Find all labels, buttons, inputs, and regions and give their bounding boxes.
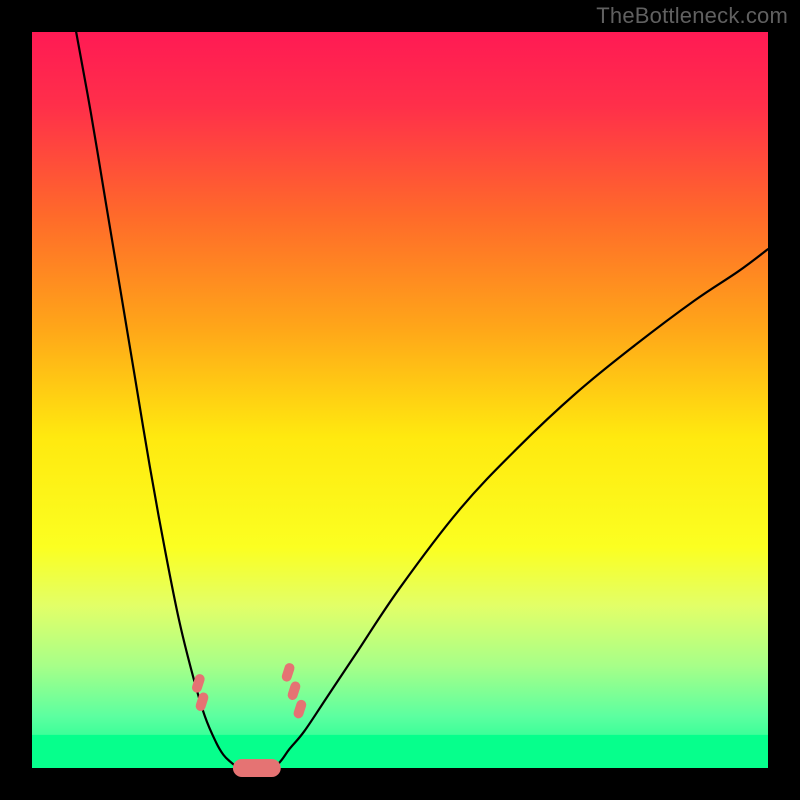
bottom-green-band [32, 735, 768, 768]
bottleneck-curve-plot [0, 0, 800, 800]
plot-background-gradient [32, 32, 768, 768]
watermark-text: TheBottleneck.com [596, 3, 788, 29]
marker-bottom-bar [233, 759, 281, 777]
chart-stage: TheBottleneck.com [0, 0, 800, 800]
